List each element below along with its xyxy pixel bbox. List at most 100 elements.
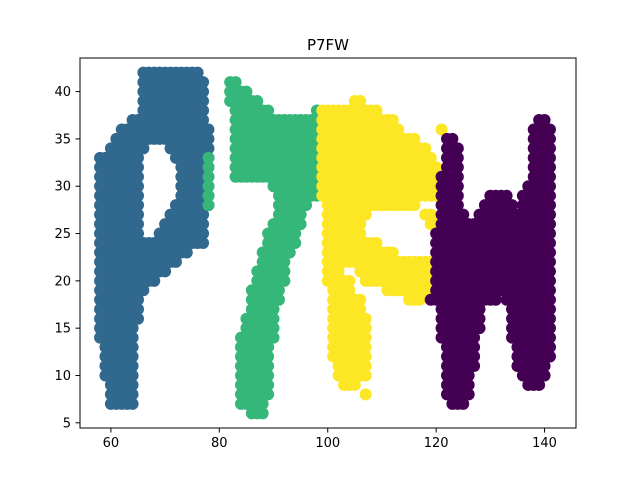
y-axis: 5 10 15 20 25 30 35 40 [54, 85, 80, 431]
data-point [132, 170, 144, 183]
data-point [262, 104, 275, 117]
data-point [543, 265, 556, 278]
data-point [159, 265, 172, 278]
data-point [126, 369, 139, 382]
data-point [197, 113, 210, 126]
data-point [543, 161, 556, 174]
data-point [489, 293, 502, 306]
data-point [229, 76, 242, 89]
data-point [262, 341, 275, 354]
data-point [457, 397, 470, 410]
y-tick-label: 30 [54, 180, 71, 195]
data-point [132, 293, 144, 306]
data-point [468, 341, 481, 354]
data-point [262, 388, 275, 401]
data-point [543, 350, 556, 363]
y-tick-label: 5 [63, 416, 71, 431]
data-point [500, 189, 513, 202]
data-point [202, 161, 215, 174]
data-point [473, 303, 486, 316]
data-point [262, 369, 275, 382]
data-point [132, 161, 144, 174]
data-point [202, 132, 215, 145]
data-point [419, 142, 432, 155]
x-tick-label: 140 [532, 436, 557, 451]
data-point [289, 237, 302, 249]
plot-points [94, 66, 556, 420]
data-point [359, 360, 372, 373]
data-point [457, 208, 470, 221]
data-point [370, 104, 383, 117]
data-point [424, 151, 437, 164]
data-point [132, 312, 144, 325]
data-point [538, 360, 551, 373]
data-point [543, 218, 556, 231]
data-point [126, 388, 139, 401]
data-point [191, 66, 204, 79]
data-point [354, 95, 367, 108]
data-point [543, 170, 556, 183]
data-point [294, 208, 307, 221]
data-point [126, 360, 139, 373]
series-1 [202, 76, 323, 420]
data-point [359, 350, 372, 363]
data-point [543, 123, 556, 136]
y-tick-label: 10 [54, 369, 71, 384]
data-point [451, 189, 464, 202]
data-point [197, 227, 210, 240]
data-point [197, 76, 210, 89]
data-point [197, 218, 210, 231]
data-point [202, 180, 215, 193]
data-point [126, 350, 139, 363]
data-point [446, 132, 459, 145]
data-point [468, 350, 481, 363]
data-point [256, 397, 269, 410]
y-tick-label: 40 [54, 85, 71, 100]
data-point [543, 331, 556, 344]
data-point [256, 407, 269, 420]
data-point [126, 397, 139, 410]
data-point [343, 274, 356, 287]
data-point [132, 227, 144, 240]
data-point [451, 180, 464, 193]
data-point [462, 388, 475, 401]
data-point [451, 142, 464, 155]
data-point [267, 331, 280, 344]
data-point [169, 255, 182, 268]
data-point [543, 341, 556, 354]
data-point [543, 246, 556, 259]
data-point [202, 199, 215, 212]
data-point [473, 312, 486, 325]
y-tick-label: 15 [54, 322, 71, 337]
data-point [197, 85, 210, 98]
data-point [506, 199, 519, 212]
data-point [359, 208, 372, 221]
data-point [197, 208, 210, 221]
x-tick-label: 60 [103, 436, 120, 451]
data-point [424, 208, 437, 221]
data-point [543, 208, 556, 221]
chart-title: P7FW [307, 36, 349, 54]
data-point [543, 303, 556, 316]
data-point [132, 151, 144, 164]
data-point [132, 218, 144, 231]
data-point [543, 142, 556, 155]
data-point [451, 199, 464, 212]
data-point [543, 151, 556, 164]
series-3 [424, 113, 556, 410]
data-point [202, 151, 215, 164]
data-point [538, 113, 551, 126]
data-point [413, 293, 426, 306]
data-point [197, 237, 210, 249]
data-point [408, 132, 421, 145]
data-point [267, 303, 280, 316]
data-point [278, 255, 291, 268]
data-point [462, 378, 475, 391]
data-point [359, 331, 372, 344]
data-point [543, 199, 556, 212]
data-point [251, 95, 264, 108]
data-point [359, 322, 372, 335]
data-point [240, 85, 253, 98]
data-point [468, 360, 481, 373]
data-point [332, 265, 345, 278]
